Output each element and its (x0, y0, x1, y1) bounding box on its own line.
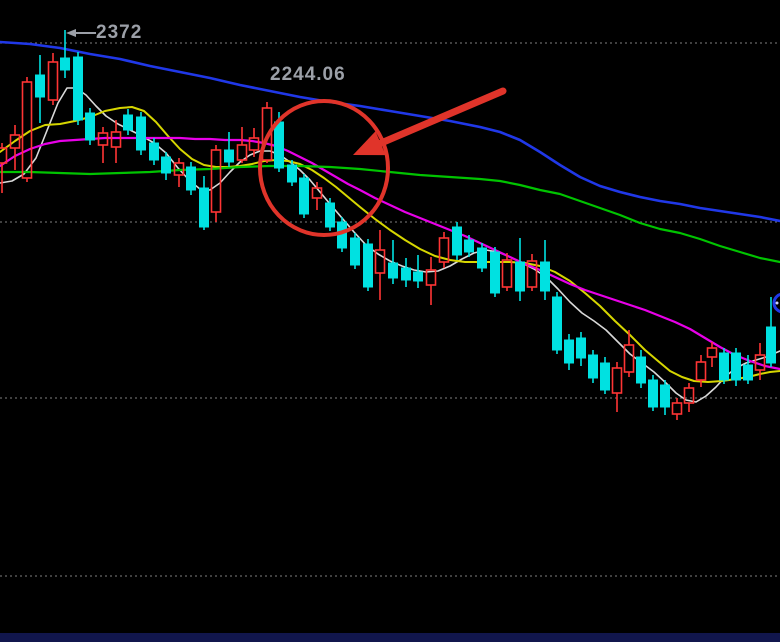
candle-body-down (199, 187, 209, 228)
candle-body-down (85, 112, 95, 141)
candle-body-down (325, 202, 335, 228)
candle-body-up (501, 259, 513, 288)
annotation-arrow-head (353, 131, 386, 156)
candle-body-down (136, 116, 146, 151)
candle-body-down (648, 379, 658, 408)
candle-body-down (388, 262, 398, 279)
candle-body-down (731, 352, 741, 381)
bottom-scrollbar[interactable] (0, 633, 780, 642)
level-price-label: 2244.06 (270, 64, 346, 85)
candle-body-up (311, 187, 323, 199)
candle-body-up (526, 260, 538, 288)
candle-body-down (274, 121, 284, 169)
candle-body-down (350, 237, 360, 266)
candle-body-down (224, 149, 234, 163)
candle-body-down (35, 74, 45, 98)
candle-body-up (21, 81, 33, 179)
candle-body-down (60, 57, 70, 71)
candle-body-down (363, 243, 373, 288)
candle-body-down (401, 267, 411, 281)
candle-body-down (123, 114, 133, 131)
candle-body-up (706, 347, 718, 358)
candle-body-down (477, 247, 487, 269)
candle-body-down (515, 261, 525, 292)
candle-body-up (623, 344, 635, 373)
candle-body-up (248, 137, 260, 151)
candle-body-down (287, 164, 297, 183)
candle-body-down (636, 356, 646, 384)
candle-body-down (552, 296, 562, 351)
ma-yellow-line (0, 106, 780, 383)
ma-green-line (0, 164, 780, 264)
candle-body-up (110, 131, 122, 148)
candle-body-down (719, 352, 729, 381)
candle-body-down (186, 166, 196, 191)
candle-body-down (73, 56, 83, 121)
candle-body-down (413, 271, 423, 282)
candle-body-down (600, 362, 610, 391)
candle-body-down (564, 339, 574, 364)
candle-body-up (754, 354, 766, 371)
candle-body-up (173, 162, 185, 176)
blue-arc-dot (775, 301, 779, 305)
candle-body-down (576, 337, 586, 359)
candle-body-down (299, 177, 309, 215)
candle-body-up (611, 367, 623, 394)
candle-body-down (766, 326, 776, 364)
peak-price-label: 2372 (96, 22, 143, 43)
candle-body-down (490, 251, 500, 294)
candle-body-up (683, 387, 695, 404)
candle-body-up (236, 144, 248, 161)
candle-body-up (261, 107, 273, 161)
ma-magenta-line (0, 136, 780, 371)
candle-body-up (695, 361, 707, 381)
candle-body-down (660, 384, 670, 408)
candle-body-up (438, 237, 450, 263)
candle-body-up (374, 249, 386, 274)
candle-body-up (210, 149, 222, 213)
annotation-arrow-shaft (377, 87, 507, 147)
ma-blue-line (0, 40, 780, 223)
ma-white-line (0, 87, 780, 403)
candle-body-up (47, 61, 59, 101)
candle-body-up (425, 269, 437, 286)
candle-body-up (97, 132, 109, 146)
candle-body-down (464, 239, 474, 253)
peak-callout-head (66, 29, 76, 37)
candle-body-up (671, 402, 683, 415)
candle-body-down (149, 142, 159, 161)
candle-body-down (540, 261, 550, 292)
blue-arc-fragment (772, 292, 780, 314)
candle-body-down (588, 354, 598, 379)
candle-body-down (161, 156, 171, 174)
annotation-circle (258, 99, 390, 237)
candle-body-up (9, 134, 21, 149)
candle-body-down (743, 364, 753, 381)
candle-body-up (0, 147, 8, 164)
candle-body-down (452, 226, 462, 256)
